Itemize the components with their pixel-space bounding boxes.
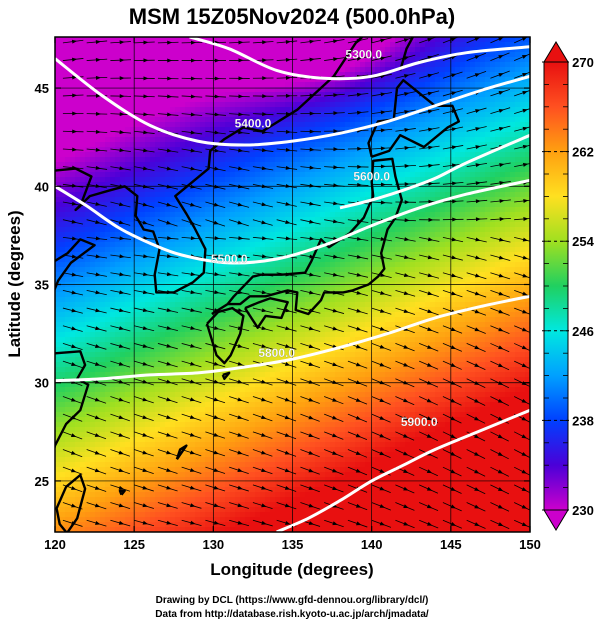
contour-5500 xyxy=(55,178,530,265)
contour-5800 xyxy=(55,294,530,383)
y-tick-label: 25 xyxy=(35,474,49,489)
x-axis-ticks: 120 125 130 135 140 145 150 xyxy=(44,37,541,552)
contour-5600 xyxy=(339,133,530,210)
geopotential-height-contours xyxy=(55,37,530,532)
colorbar-tick-label: 246 xyxy=(572,324,594,339)
contour-5300 xyxy=(189,37,530,81)
contour-label: 5300.0 xyxy=(345,48,382,62)
contour-labels: 5300.0 5400.0 5600.0 5500.0 5800.0 5900.0 xyxy=(211,47,438,429)
credit-drawing: Drawing by DCL (https://www.gfd-dennou.o… xyxy=(156,595,429,606)
contour-label: 5900.0 xyxy=(401,415,438,429)
x-tick-label: 145 xyxy=(440,537,462,552)
x-tick-label: 150 xyxy=(519,537,541,552)
colorbar-tick-label: 238 xyxy=(572,413,594,428)
coastline xyxy=(55,37,460,532)
contour-label: 5800.0 xyxy=(258,346,295,360)
chart-title: MSM 15Z05Nov2024 (500.0hPa) xyxy=(129,4,456,29)
colorbar-tick-label: 262 xyxy=(572,145,594,160)
x-axis-label: Longitude (degrees) xyxy=(210,560,373,579)
contour-label: 5600.0 xyxy=(353,169,390,183)
y-tick-label: 40 xyxy=(35,179,49,194)
y-tick-label: 35 xyxy=(35,278,49,293)
x-tick-label: 120 xyxy=(44,537,66,552)
colorbar-tick-label: 254 xyxy=(572,234,594,249)
y-axis-label: Latitude (degrees) xyxy=(5,210,24,357)
contour-label: 5400.0 xyxy=(235,116,272,130)
x-tick-label: 140 xyxy=(361,537,383,552)
x-tick-label: 130 xyxy=(202,537,224,552)
contour-5400 xyxy=(55,57,530,147)
contour-label: 5500.0 xyxy=(211,252,248,266)
credit-data: Data from http://database.rish.kyoto-u.a… xyxy=(155,609,429,620)
contour-5900 xyxy=(276,408,530,532)
colorbar-tick-label: 270 xyxy=(572,55,594,70)
colorbar-tick-label: 230 xyxy=(572,503,594,518)
y-tick-label: 45 xyxy=(35,81,49,96)
y-axis-ticks: 25 30 35 40 45 xyxy=(35,81,530,489)
x-tick-label: 125 xyxy=(123,537,145,552)
x-tick-label: 135 xyxy=(282,537,304,552)
y-tick-label: 30 xyxy=(35,376,49,391)
colorbar: 230 238 246 254 262 270 xyxy=(542,41,595,531)
